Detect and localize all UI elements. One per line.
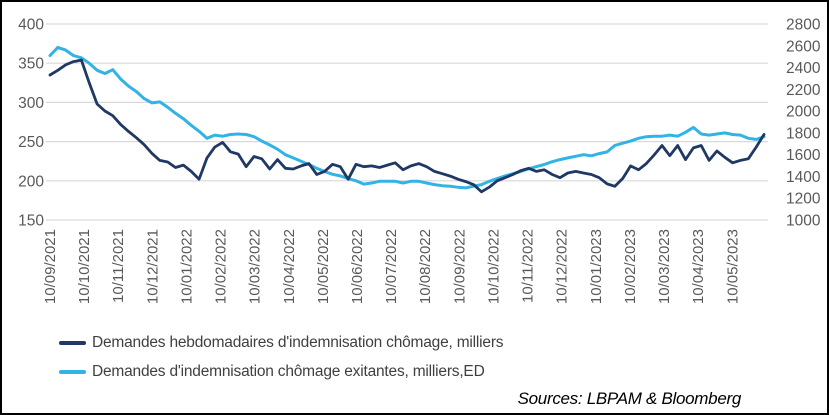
x-axis-label: 10/03/2022 <box>247 229 264 304</box>
x-axis-label: 10/10/2022 <box>486 229 503 304</box>
x-axis-label: 10/09/2022 <box>451 229 468 304</box>
x-axis-label: 10/01/2022 <box>179 229 196 304</box>
legend-line-swatch-dark <box>59 341 86 345</box>
x-axis-label: 10/11/2021 <box>110 229 127 303</box>
y-axis-right-label: 2800 <box>786 17 821 34</box>
x-axis-label: 10/03/2023 <box>656 229 673 304</box>
y-axis-right-label: 2400 <box>786 60 821 77</box>
y-axis-right-label: 2200 <box>786 82 821 99</box>
legend-item-continuing-claims: Demandes d'indemnisation chômage exitant… <box>59 363 503 381</box>
x-axis-label: 10/07/2022 <box>383 229 400 304</box>
legend: Demandes hebdomadaires d'indemnisation c… <box>59 334 504 381</box>
legend-label-continuing-claims: Demandes d'indemnisation chômage exitant… <box>92 363 485 380</box>
y-axis-left-label: 200 <box>18 173 44 190</box>
x-axis-label: 10/04/2023 <box>690 229 707 304</box>
y-axis-right-label: 2600 <box>786 38 821 55</box>
x-axis-label: 10/02/2022 <box>213 229 230 304</box>
series-line-continuing-claims <box>48 45 766 190</box>
y-axis-right-label: 1000 <box>786 213 821 230</box>
x-axis-label: 10/06/2022 <box>349 229 366 304</box>
legend-line-swatch-cyan <box>59 370 86 374</box>
x-axis-label: 10/11/2022 <box>520 229 537 303</box>
y-axis-left-label: 350 <box>18 56 44 73</box>
x-axis-label: 10/12/2021 <box>144 229 161 304</box>
y-axis-right-label: 1200 <box>786 191 821 208</box>
y-axis-right-label: 2000 <box>786 104 821 121</box>
x-axis-label: 10/09/2021 <box>42 229 59 304</box>
x-axis-label: 10/05/2022 <box>315 229 332 304</box>
x-axis-label: 10/10/2021 <box>76 229 93 304</box>
source-credit: Sources: LBPAM & Bloomberg <box>517 389 742 408</box>
x-axis-label: 10/12/2022 <box>554 229 571 304</box>
y-axis-right-label: 1800 <box>786 125 821 142</box>
x-axis-label: 10/02/2023 <box>622 229 639 304</box>
x-axis-label: 10/04/2022 <box>281 229 298 304</box>
y-axis-right-label: 1600 <box>786 147 821 164</box>
y-axis-right-label: 1400 <box>786 169 821 186</box>
y-axis-left-label: 300 <box>18 95 44 112</box>
y-axis-left-label: 150 <box>18 213 44 230</box>
x-axis-label: 10/08/2022 <box>417 229 434 304</box>
y-axis-left-label: 250 <box>18 134 44 151</box>
x-axis-label: 10/05/2023 <box>724 229 741 304</box>
legend-label-weekly-claims: Demandes hebdomadaires d'indemnisation c… <box>92 334 504 351</box>
x-axis-label: 10/01/2023 <box>588 229 605 304</box>
series-line-weekly-claims <box>48 58 766 194</box>
legend-item-weekly-claims: Demandes hebdomadaires d'indemnisation c… <box>59 334 504 352</box>
y-axis-left-label: 400 <box>18 17 44 34</box>
